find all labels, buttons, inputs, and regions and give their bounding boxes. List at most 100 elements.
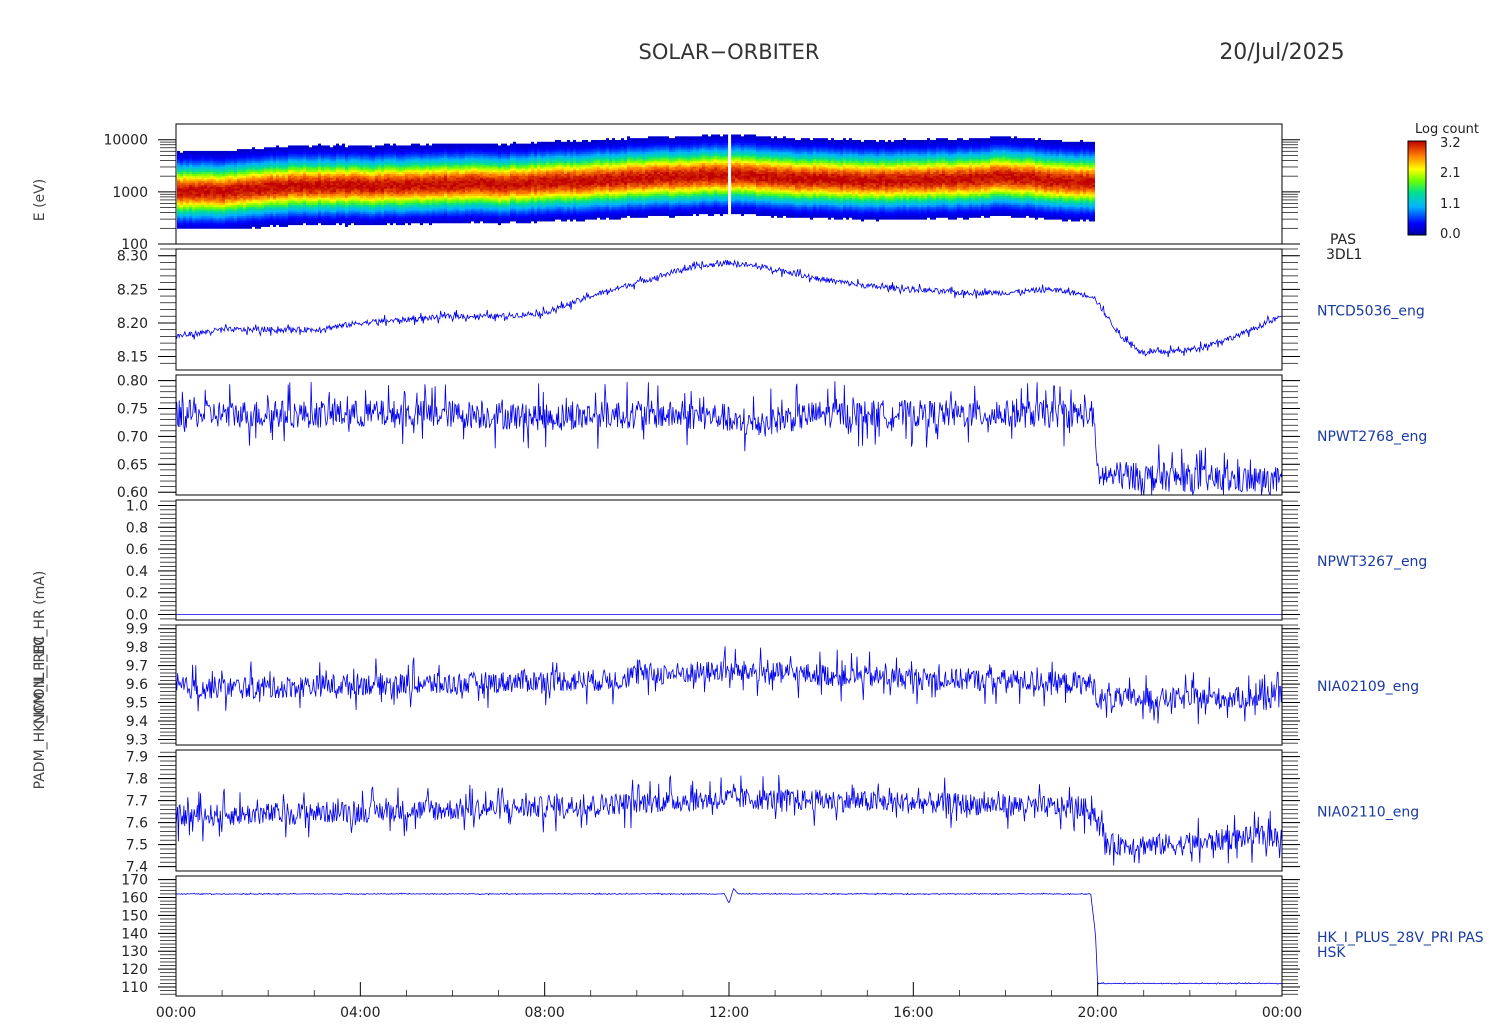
spectrogram-cell (363, 218, 366, 222)
spectrogram-cell (390, 169, 393, 173)
spectrogram-cell (237, 160, 240, 164)
spectrogram-cell (219, 198, 222, 202)
spectrogram-cell (351, 212, 354, 216)
spectrogram-cell (210, 212, 213, 216)
spectrogram-cell (390, 147, 393, 151)
spectrogram-cell (204, 172, 207, 176)
spectrogram-cell (366, 180, 369, 184)
spectrogram-cell (249, 165, 252, 169)
spectrogram-cell (354, 181, 357, 185)
spectrogram-cell (240, 165, 243, 169)
spectrogram-cell (285, 218, 288, 222)
spectrogram-cell (360, 152, 363, 156)
spectrogram-cell (225, 200, 228, 204)
spectrogram-cell (447, 202, 450, 206)
spectrogram-cell (393, 181, 396, 185)
spectrogram-cell (459, 180, 462, 184)
spectrogram-cell (303, 192, 306, 196)
spectrogram-cell (402, 220, 405, 224)
spectrogram-cell (351, 181, 354, 185)
spectrogram-cell (435, 189, 438, 193)
spectrogram-cell (423, 205, 426, 209)
spectrogram-cell (312, 192, 315, 196)
spectrogram-cell (252, 209, 255, 213)
spectrogram-cell (234, 158, 237, 162)
spectrogram-cell (465, 180, 468, 184)
spectrogram-cell (180, 174, 183, 178)
spectrogram-cell (252, 154, 255, 158)
spectrogram-cell (192, 160, 195, 164)
spectrogram-cell (390, 187, 393, 191)
spectrogram-cell (396, 218, 399, 222)
spectrogram-cell (258, 172, 261, 176)
spectrogram-cell (261, 149, 264, 153)
spectrogram-cell (423, 169, 426, 173)
spectrogram-cell (459, 203, 462, 207)
spectrogram-cell (294, 158, 297, 162)
spectrogram-cell (195, 161, 198, 165)
spectrogram-cell (291, 189, 294, 193)
spectrogram-cell (450, 218, 453, 222)
spectrogram-cell (381, 169, 384, 173)
spectrogram-cell (282, 165, 285, 169)
spectrogram-cell (462, 194, 465, 198)
spectrogram-cell (465, 205, 468, 209)
spectrogram-cell (396, 198, 399, 202)
spectrogram-cell (198, 174, 201, 178)
spectrogram-cell (279, 222, 282, 226)
spectrogram-cell (300, 189, 303, 193)
spectrogram-cell (393, 203, 396, 207)
spectrogram-cell (450, 174, 453, 178)
spectrogram-cell (330, 194, 333, 198)
spectrogram-cell (324, 189, 327, 193)
spectrogram-cell (276, 156, 279, 160)
spectrogram-cell (435, 196, 438, 200)
spectrogram-cell (366, 207, 369, 211)
spectrogram-cell (417, 163, 420, 167)
spectrogram-cell (372, 187, 375, 191)
spectrogram-cell (444, 176, 447, 180)
spectrogram-cell (318, 143, 321, 147)
spectrogram-cell (189, 185, 192, 189)
spectrogram-cell (318, 192, 321, 196)
spectrogram-cell (201, 196, 204, 200)
spectrogram-cell (294, 172, 297, 176)
spectrogram-cell (333, 150, 336, 154)
spectrogram-cell (339, 150, 342, 154)
spectrogram-cell (342, 202, 345, 206)
spectrogram-cell (246, 218, 249, 222)
spectrogram-cell (270, 149, 273, 153)
spectrogram-cell (267, 187, 270, 191)
spectrogram-cell (318, 196, 321, 200)
spectrogram-cell (405, 150, 408, 154)
spectrogram-cell (294, 205, 297, 209)
spectrogram-cell (309, 220, 312, 224)
spectrogram-cell (423, 167, 426, 171)
spectrogram-cell (390, 167, 393, 171)
spectrogram-cell (378, 211, 381, 215)
spectrogram-cell (279, 214, 282, 218)
spectrogram-cell (432, 214, 435, 218)
spectrogram-cell (345, 149, 348, 153)
spectrogram-cell (456, 161, 459, 165)
spectrogram-cell (405, 161, 408, 165)
spectrogram-cell (264, 220, 267, 224)
spectrogram-cell (336, 170, 339, 174)
spectrogram-cell (255, 189, 258, 193)
spectrogram-cell (384, 200, 387, 204)
spectrogram-cell (405, 169, 408, 173)
spectrogram-cell (198, 163, 201, 167)
spectrogram-cell (453, 189, 456, 193)
spectrogram-cell (300, 169, 303, 173)
spectrogram-cell (276, 150, 279, 154)
spectrogram-cell (360, 161, 363, 165)
spectrogram-cell (195, 203, 198, 207)
spectrogram-cell (363, 163, 366, 167)
spectrogram-cell (264, 152, 267, 156)
spectrogram-cell (366, 189, 369, 193)
spectrogram-cell (456, 172, 459, 176)
spectrogram-cell (426, 145, 429, 149)
spectrogram-cell (237, 181, 240, 185)
spectrogram-cell (450, 178, 453, 182)
spectrogram-cell (288, 178, 291, 182)
